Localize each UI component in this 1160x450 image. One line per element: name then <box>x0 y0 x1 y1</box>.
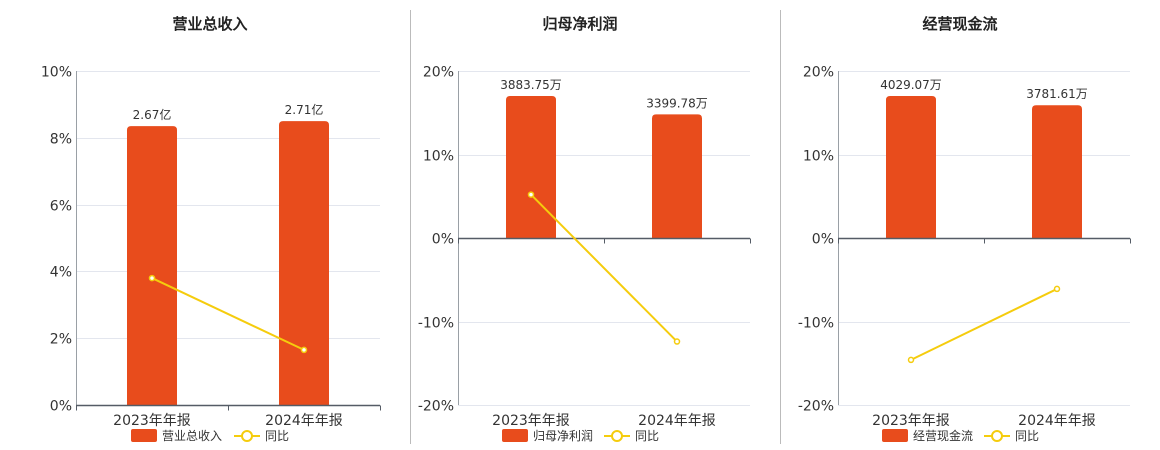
legend-line-label: 同比 <box>635 429 659 443</box>
x-tick-label: 2024年年报 <box>1018 413 1096 429</box>
x-tick-label: 2024年年报 <box>265 413 343 429</box>
bar-data-label: 2.71亿 <box>285 102 324 117</box>
bar <box>1032 105 1082 238</box>
y-tick-label: 20% <box>803 65 834 81</box>
yoy-point <box>300 346 308 354</box>
legend[interactable]: 经营现金流 同比 <box>882 428 1039 443</box>
bar-data-label: 4029.07万 <box>880 78 942 92</box>
chart-title: 归母净利润 <box>542 15 617 33</box>
y-tick-label: -20% <box>418 399 454 415</box>
yoy-line <box>530 193 678 343</box>
legend-line-marker <box>241 430 253 442</box>
y-tick-label: 0% <box>432 232 454 248</box>
legend-line-marker <box>611 430 623 442</box>
yoy-line <box>151 277 305 351</box>
legend-bar-label: 营业总收入 <box>162 429 222 443</box>
chart-panel-net-profit: 归母净利润 归母净利润 同比 <box>502 15 659 443</box>
chart-title: 经营现金流 <box>922 15 997 33</box>
y-tick-label: 10% <box>423 149 454 165</box>
chart-panel-revenue: 营业总收入 营业总收入 同比 <box>131 15 289 443</box>
bar-data-label: 2.67亿 <box>133 107 172 122</box>
legend[interactable]: 归母净利润 同比 <box>502 429 659 443</box>
yoy-point <box>1053 285 1061 293</box>
yoy-point <box>148 274 156 282</box>
y-tick-label: 2% <box>50 332 72 348</box>
plot-area: 0% 2% 4% 6% 8% 10% 2.67亿 2.71亿 2023年年报 2024年年报 <box>41 65 381 429</box>
y-tick-label: 8% <box>50 132 72 148</box>
legend-line-label: 同比 <box>1015 429 1039 443</box>
x-tick-label: 2023年年报 <box>492 413 570 429</box>
bar <box>886 96 936 238</box>
chart-title: 营业总收入 <box>172 15 247 33</box>
legend[interactable]: 营业总收入 同比 <box>131 429 289 443</box>
y-tick-label: 0% <box>812 232 834 248</box>
yoy-point <box>907 356 915 364</box>
plot-area: -20% -10% 0% 10% 20% 4029.07万 3781.61万 2023年年报 2… <box>798 65 1131 429</box>
legend-line-label: 同比 <box>265 429 289 443</box>
y-tick-label: 0% <box>50 399 72 415</box>
legend-bar-label: 归母净利润 <box>533 429 593 443</box>
bar <box>279 121 329 405</box>
legend-bar-swatch <box>882 429 908 442</box>
plot-area: -20% -10% 0% 10% 20% 3883.75万 3399.78万 2023年年报 2… <box>418 65 751 429</box>
bar-data-label: 3781.61万 <box>1026 87 1088 101</box>
y-tick-label: -20% <box>798 399 834 415</box>
y-tick-label: -10% <box>798 316 834 332</box>
bar <box>652 114 702 238</box>
bar-data-label: 3883.75万 <box>500 78 562 92</box>
y-tick-label: 10% <box>41 65 72 81</box>
bar-data-label: 3399.78万 <box>646 96 708 110</box>
yoy-point <box>673 338 681 345</box>
yoy-line <box>910 288 1058 361</box>
legend-line-marker <box>991 430 1003 442</box>
y-tick-label: 4% <box>50 265 72 281</box>
chart-panel-operating-cash-flow: 经营现金流 经营现金流 同比 <box>882 15 1039 443</box>
bar <box>127 126 177 406</box>
x-tick-label: 2023年年报 <box>113 413 191 429</box>
y-tick-label: 10% <box>803 149 834 165</box>
y-tick-label: -10% <box>418 316 454 332</box>
legend-bar-label: 经营现金流 <box>913 428 973 443</box>
x-tick-label: 2024年年报 <box>638 413 716 429</box>
bar <box>506 96 556 238</box>
x-tick-label: 2023年年报 <box>872 413 950 429</box>
y-tick-label: 6% <box>50 199 72 215</box>
y-tick-label: 20% <box>423 65 454 81</box>
legend-bar-swatch <box>131 429 157 442</box>
yoy-point <box>527 191 535 198</box>
legend-bar-swatch <box>502 429 528 442</box>
